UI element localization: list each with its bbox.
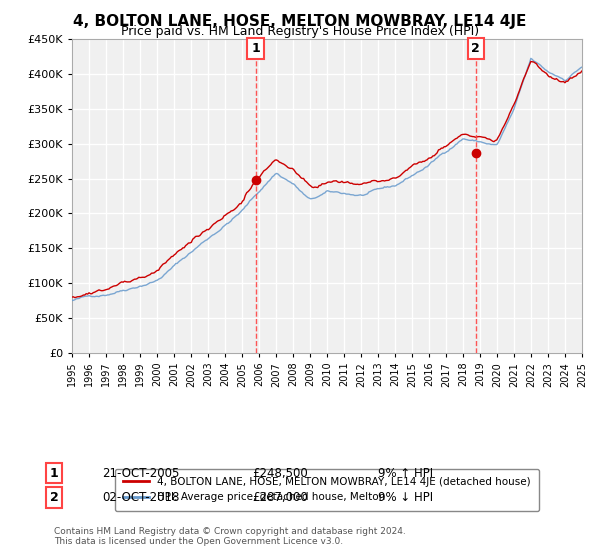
Text: 1: 1 (251, 42, 260, 55)
Text: 9% ↓ HPI: 9% ↓ HPI (378, 491, 433, 504)
Text: £248,500: £248,500 (252, 466, 308, 480)
Text: 02-OCT-2018: 02-OCT-2018 (102, 491, 179, 504)
Text: 21-OCT-2005: 21-OCT-2005 (102, 466, 179, 480)
Text: 9% ↑ HPI: 9% ↑ HPI (378, 466, 433, 480)
Legend: 4, BOLTON LANE, HOSE, MELTON MOWBRAY, LE14 4JE (detached house), HPI: Average pr: 4, BOLTON LANE, HOSE, MELTON MOWBRAY, LE… (115, 469, 539, 511)
Text: 4, BOLTON LANE, HOSE, MELTON MOWBRAY, LE14 4JE: 4, BOLTON LANE, HOSE, MELTON MOWBRAY, LE… (73, 14, 527, 29)
Text: Contains HM Land Registry data © Crown copyright and database right 2024.
This d: Contains HM Land Registry data © Crown c… (54, 526, 406, 546)
Text: Price paid vs. HM Land Registry's House Price Index (HPI): Price paid vs. HM Land Registry's House … (121, 25, 479, 38)
Text: 1: 1 (50, 466, 58, 480)
Text: £287,000: £287,000 (252, 491, 308, 504)
Text: 2: 2 (50, 491, 58, 504)
Text: 2: 2 (472, 42, 480, 55)
